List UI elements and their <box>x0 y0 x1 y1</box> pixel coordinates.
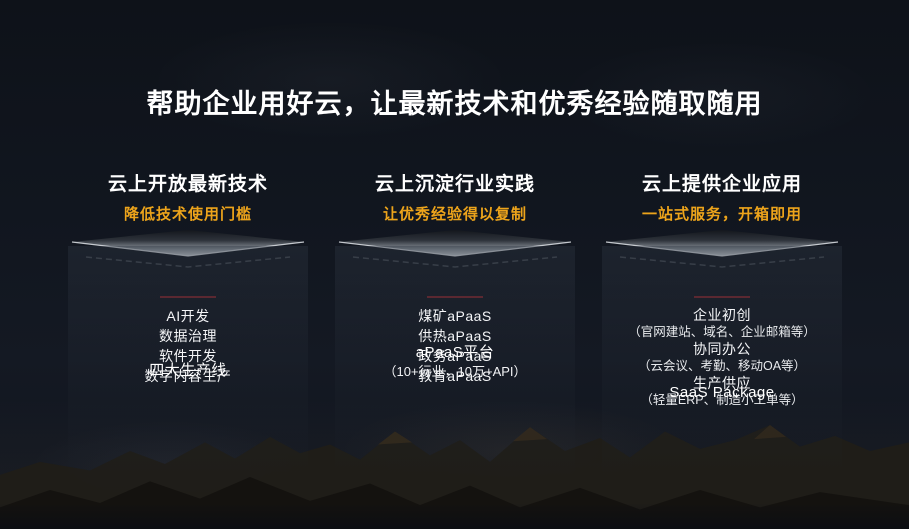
column-subtitle: 降低技术使用门槛 <box>123 206 252 223</box>
feature-list: 企业初创 （官网建站、域名、企业邮箱等） 协同办公 （云会议、考勤、移动OA等） 生产供… <box>588 307 856 409</box>
platform-3d-shape <box>338 230 572 268</box>
feature-item: 供热aPaaS <box>418 328 492 344</box>
feature-item: 协同办公 <box>693 341 751 357</box>
feature-item: 煤矿aPaaS <box>418 308 492 324</box>
feature-item: （轻量ERP、制造小工单等） <box>640 393 804 407</box>
column-body: SaaS Package 企业初创 （官网建站、域名、企业邮箱等） 协同办公 （云会议… <box>588 296 856 409</box>
column-body: 四大生产线 AI开发数据治理软件开发数字内容生产 <box>54 296 322 387</box>
feature-item: 教育aPaaS <box>418 368 492 384</box>
feature-item: 生产供应 <box>693 375 751 391</box>
divider-line <box>427 296 483 298</box>
cloud-glow <box>150 20 510 140</box>
divider-line <box>694 296 750 298</box>
body-heading: aPaaS平台 （10+行业，10万+API） <box>321 344 589 380</box>
body-title: 四大生产线 <box>149 362 227 379</box>
feature-item: 政务aPaaS <box>418 348 492 364</box>
feature-item: 软件开发 <box>159 348 217 364</box>
feature-item: AI开发 <box>166 308 210 324</box>
slide-title: 帮助企业用好云，让最新技术和优秀经验随取随用 <box>146 89 763 119</box>
feature-column-tech: 云上开放最新技术 降低技术使用门槛 四大生产线 AI开发数据治理软件开发数字内容… <box>54 174 322 476</box>
body-title: SaaS Package <box>669 384 775 401</box>
feature-item: 数字内容生产 <box>144 368 232 384</box>
feature-item: （云会议、考勤、移动OA等） <box>637 359 807 373</box>
feature-item: （官网建站、域名、企业邮箱等） <box>628 325 816 339</box>
platform-3d-shape <box>605 230 839 268</box>
column-header: 云上开放最新技术 <box>107 174 268 195</box>
feature-list: AI开发数据治理软件开发数字内容生产 <box>54 307 322 386</box>
column-body: aPaaS平台 （10+行业，10万+API） 煤矿aPaaS 供热aPaaS 政务… <box>321 296 589 387</box>
body-subtitle: （10+行业，10万+API） <box>383 364 527 379</box>
divider-line <box>160 296 216 298</box>
bottom-shadow <box>0 503 909 529</box>
body-title: aPaaS平台 <box>415 344 495 361</box>
feature-item: 数据治理 <box>159 328 217 344</box>
body-heading: 四大生产线 <box>54 362 322 380</box>
body-heading: SaaS Package <box>588 384 856 402</box>
feature-list: 煤矿aPaaS 供热aPaaS 政务aPaaS 教育aPaaS <box>321 307 589 386</box>
column-header: 云上沉淀行业实践 <box>374 174 535 195</box>
column-subtitle: 一站式服务，开箱即用 <box>641 206 802 223</box>
platform-3d-shape <box>71 230 305 268</box>
feature-item: 企业初创 <box>693 307 751 323</box>
feature-column-saas: 云上提供企业应用 一站式服务，开箱即用 SaaS Package 企业初创 （官网… <box>588 174 856 476</box>
column-header: 云上提供企业应用 <box>641 174 802 195</box>
feature-column-industry: 云上沉淀行业实践 让优秀经验得以复制 aPaaS平台 （10+行业，10万+AP… <box>321 174 589 476</box>
column-subtitle: 让优秀经验得以复制 <box>382 206 527 223</box>
